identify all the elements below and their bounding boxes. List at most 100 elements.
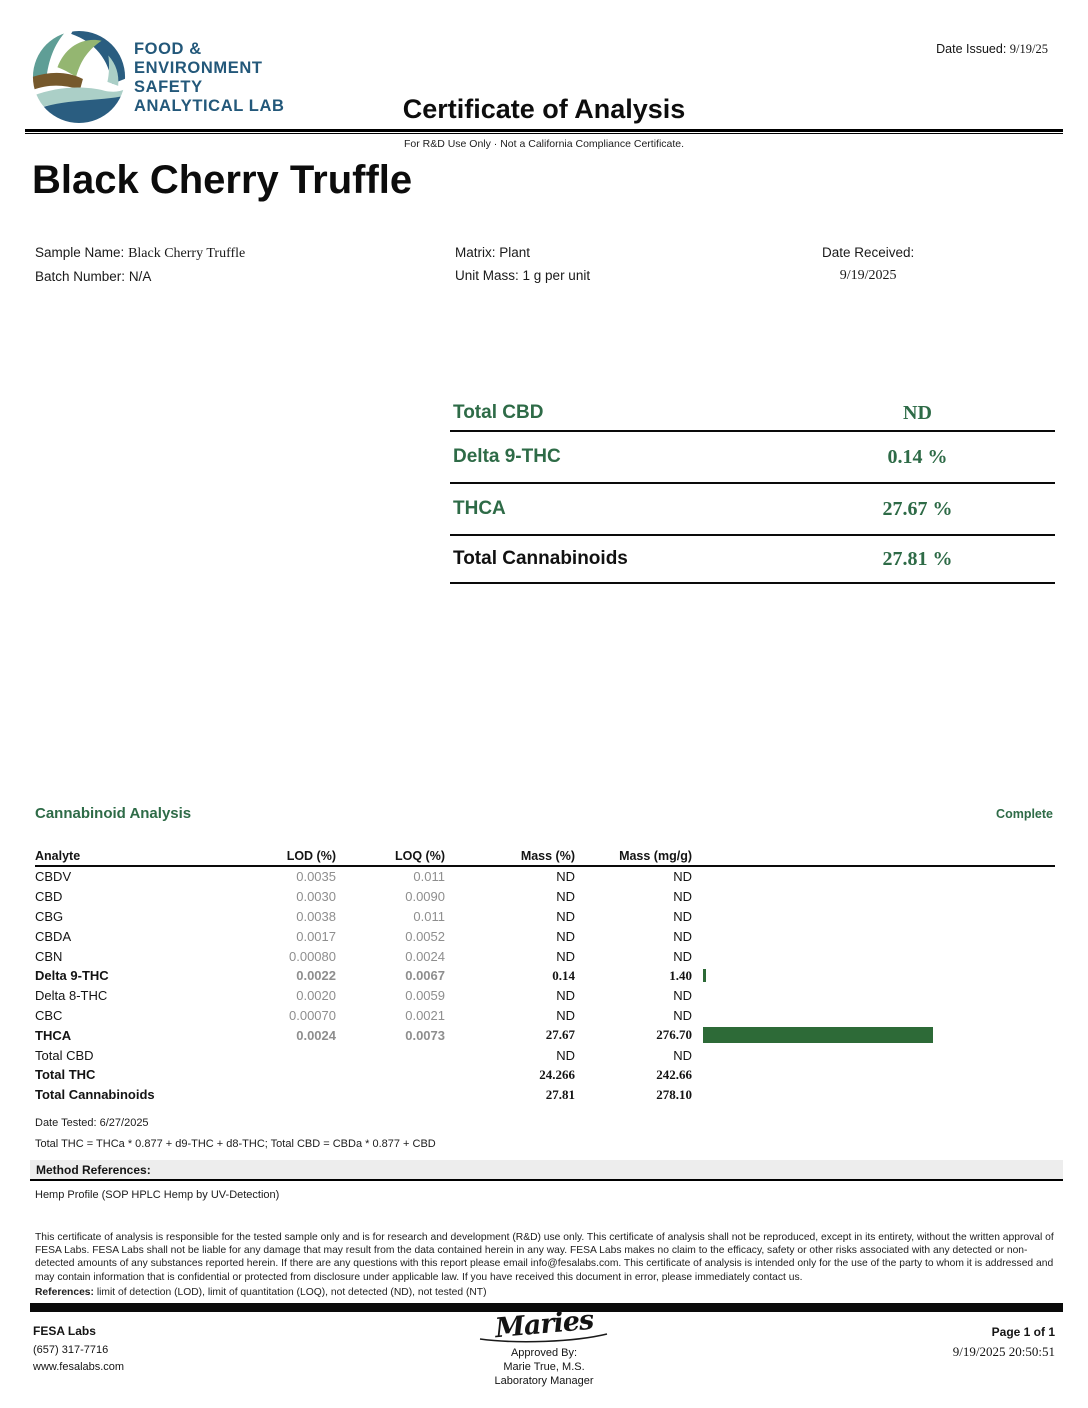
summary-row: THCA 27.67 % <box>450 484 1055 536</box>
table-cell: 0.011 <box>413 908 445 924</box>
approver-title: Laboratory Manager <box>494 1375 594 1387</box>
legal-disclaimer: This certificate of analysis is responsi… <box>35 1232 1054 1283</box>
table-cell: Delta 9-THC <box>35 968 109 984</box>
table-cell: 27.67 <box>545 1027 575 1043</box>
table-cell: ND <box>673 928 692 944</box>
table-cell: ND <box>673 869 692 885</box>
table-cell: 0.0020 <box>296 988 336 1004</box>
cannabinoid-analysis-table: Analyte LOD (%) LOQ (%) Mass (%) Mass (m… <box>35 846 1055 1105</box>
table-cell: CBD <box>35 889 63 905</box>
table-cell: 0.0021 <box>405 1007 445 1023</box>
table-cell: ND <box>556 1007 575 1023</box>
bar-cell <box>703 1085 1055 1105</box>
references-text: limit of detection (LOD), limit of quant… <box>93 1287 487 1298</box>
analysis-table-row: CBC 0.00070 0.0021 ND ND <box>35 1006 1055 1026</box>
unit-mass-label: Unit Mass: <box>455 268 519 283</box>
matrix-label: Matrix: <box>455 245 496 260</box>
bar-cell <box>703 966 1055 986</box>
table-cell: 0.0022 <box>296 968 336 984</box>
date-issued-value: 9/19/25 <box>1009 42 1048 56</box>
table-cell: ND <box>556 948 575 964</box>
table-cell: THCA <box>35 1027 72 1043</box>
summary-row: Total Cannabinoids 27.81 % <box>450 536 1055 584</box>
table-header-row: Analyte LOD (%) LOQ (%) Mass (%) Mass (m… <box>35 846 1055 867</box>
date-issued: Date Issued: 9/19/25 <box>936 42 1048 57</box>
table-cell: 0.0052 <box>405 928 445 944</box>
sample-name-label: Sample Name: <box>35 245 125 260</box>
bar-cell <box>703 1065 1055 1085</box>
table-cell: 0.14 <box>552 967 575 983</box>
table-cell: CBN <box>35 948 63 964</box>
table-cell: CBC <box>35 1007 63 1023</box>
total-thc-formula-note: Total THC = THCa * 0.877 + d9-THC + d8-T… <box>35 1138 436 1150</box>
summary-analyte-value: 0.14 % <box>887 445 948 468</box>
bar-cell <box>703 926 1055 946</box>
bar-cell <box>703 1045 1055 1065</box>
table-cell: ND <box>673 948 692 964</box>
analysis-table-row: Total THC 24.266 242.66 <box>35 1065 1055 1085</box>
bar-cell <box>703 1025 1055 1045</box>
mass-bar <box>703 969 706 983</box>
section-title-cannabinoid-analysis: Cannabinoid Analysis <box>35 805 192 822</box>
method-reference-value: Hemp Profile (SOP HPLC Hemp by UV-Detect… <box>35 1189 280 1201</box>
header-divider <box>25 129 1063 134</box>
table-cell: 0.0067 <box>405 968 445 984</box>
batch-number-label: Batch Number: <box>35 269 126 284</box>
footer-page-info: Page 1 of 1 9/19/2025 20:50:51 <box>953 1323 1055 1361</box>
summary-row: Delta 9-THC 0.14 % <box>450 432 1055 484</box>
column-header-loq: LOQ (%) <box>395 848 445 863</box>
table-cell: ND <box>556 869 575 885</box>
table-cell: Total THC <box>35 1067 96 1083</box>
table-cell: ND <box>556 988 575 1004</box>
table-cell: 0.0024 <box>296 1027 336 1043</box>
footer-approval-block: Maries Approved By: Marie True, M.S. Lab… <box>0 1305 1088 1388</box>
approver-signature: Maries <box>493 1304 595 1345</box>
table-cell: 0.0073 <box>405 1027 445 1043</box>
date-received-label: Date Received: <box>822 245 915 260</box>
summary-analyte-label: Total Cannabinoids <box>453 548 628 569</box>
lab-name-line: ENVIRONMENT <box>134 59 263 77</box>
date-issued-label: Date Issued: <box>936 42 1007 56</box>
table-cell: 27.81 <box>545 1086 575 1102</box>
analysis-table-row: Total CBD ND ND <box>35 1045 1055 1065</box>
bar-cell <box>703 946 1055 966</box>
summary-analyte-label: Delta 9-THC <box>453 446 561 467</box>
table-cell: 0.0024 <box>405 948 445 964</box>
table-cell: ND <box>673 889 692 905</box>
date-received-value: 9/19/2025 <box>839 268 897 283</box>
bar-cell <box>703 1006 1055 1026</box>
sample-name-row: Sample Name: Black Cherry Truffle <box>35 241 245 265</box>
mass-bar <box>703 1027 933 1044</box>
footer-phone: (657) 317-7716 <box>33 1344 109 1356</box>
column-header-mass-percent: Mass (%) <box>520 848 575 863</box>
summary-row: Total CBD ND <box>450 396 1055 432</box>
footer-website: www.fesalabs.com <box>33 1361 125 1373</box>
table-cell: 242.66 <box>656 1066 692 1082</box>
table-cell: ND <box>556 928 575 944</box>
table-cell: 0.0030 <box>296 889 336 905</box>
method-references-band: Method References: <box>30 1160 1063 1181</box>
column-header-analyte: Analyte <box>35 848 81 863</box>
summary-analyte-label: Total CBD <box>453 402 544 423</box>
table-body: CBDV 0.0035 0.011 ND ND CBD 0.0030 0.0090 ND ND CB… <box>35 867 1055 1105</box>
analysis-table-row: CBDA 0.0017 0.0052 ND ND <box>35 926 1055 946</box>
bar-cell <box>703 907 1055 927</box>
table-cell: 0.0090 <box>405 889 445 905</box>
potency-summary-table: Total CBD ND Delta 9-THC 0.14 % THCA 27.67 % T… <box>450 396 1055 584</box>
approver-name: Marie True, M.S. <box>503 1361 585 1373</box>
table-cell: 278.10 <box>656 1086 692 1102</box>
sample-info-block: Sample Name: Black Cherry Truffle Batch … <box>35 241 245 288</box>
unit-mass-row: Unit Mass: 1 g per unit <box>455 264 590 287</box>
analysis-table-row: Total Cannabinoids 27.81 278.10 <box>35 1085 1055 1105</box>
table-cell: Delta 8-THC <box>35 988 108 1004</box>
table-cell: 0.011 <box>413 869 445 885</box>
summary-analyte-value: ND <box>903 401 932 424</box>
analysis-table-row: CBDV 0.0035 0.011 ND ND <box>35 867 1055 887</box>
signature-flourish-icon <box>479 1333 608 1343</box>
table-cell: Total CBD <box>35 1047 94 1063</box>
table-cell: 24.266 <box>539 1066 575 1082</box>
analysis-table-row: CBD 0.0030 0.0090 ND ND <box>35 887 1055 907</box>
matrix-info-block: Matrix: Plant Unit Mass: 1 g per unit <box>455 241 590 287</box>
footer-divider-bar <box>30 1303 1063 1312</box>
table-cell: ND <box>556 1047 575 1063</box>
